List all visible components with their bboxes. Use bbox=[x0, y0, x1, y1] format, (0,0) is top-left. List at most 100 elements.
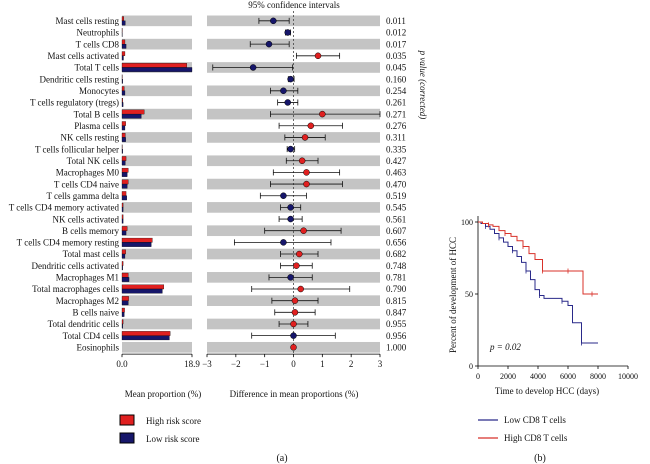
bar-row-band bbox=[122, 248, 192, 260]
legend-low-swatch bbox=[119, 432, 135, 444]
ci-point bbox=[284, 99, 291, 106]
mean-proportion-bars bbox=[121, 16, 193, 341]
bar-high-risk bbox=[121, 237, 153, 243]
p-value: 0.748 bbox=[386, 261, 407, 271]
bar-low-risk bbox=[121, 265, 123, 271]
bar-low-risk bbox=[121, 207, 124, 212]
ci-point bbox=[290, 320, 297, 328]
p-value: 0.012 bbox=[386, 28, 406, 38]
p-value: 0.955 bbox=[386, 319, 407, 329]
bar-low-risk bbox=[121, 300, 129, 306]
legend-low-cd8-label: Low CD8 T cells bbox=[504, 415, 566, 425]
ci-point bbox=[296, 250, 303, 258]
bar-low-risk bbox=[121, 137, 126, 142]
p-value: 0.271 bbox=[386, 109, 406, 119]
survival-plot: 0 2000 4000 6000 8000 10000 0 50 100 bbox=[461, 216, 638, 381]
km-curve-low-cd8 bbox=[478, 221, 598, 344]
p-value: 0.815 bbox=[386, 296, 407, 306]
category-label: Mast cells activated bbox=[48, 51, 120, 61]
bar-low-risk bbox=[121, 78, 123, 84]
legend-high-label: High risk score bbox=[146, 416, 201, 426]
category-label: Macrophages M0 bbox=[56, 168, 120, 178]
bar-low-risk bbox=[121, 90, 126, 96]
bar-row-band bbox=[122, 108, 192, 120]
ci-point bbox=[249, 64, 257, 71]
p-value: 0.427 bbox=[386, 156, 407, 166]
bar-high-risk bbox=[121, 63, 187, 68]
ci-point bbox=[270, 17, 277, 25]
bar-high-risk bbox=[121, 191, 127, 196]
bar-high-risk bbox=[121, 261, 124, 266]
km-x-tick-label: 2000 bbox=[500, 372, 516, 381]
bar-high-risk bbox=[121, 156, 127, 161]
category-label: Total T cells bbox=[74, 63, 119, 73]
bar-high-risk bbox=[121, 167, 129, 173]
bar-low-risk bbox=[121, 148, 123, 154]
ci-point bbox=[307, 122, 315, 130]
ci-x-tick-label: 1 bbox=[320, 359, 325, 369]
bar-high-risk bbox=[121, 319, 124, 325]
bar-low-risk bbox=[121, 335, 170, 341]
ci-x-tick-label: −1 bbox=[260, 359, 270, 369]
bar-row-band bbox=[122, 341, 192, 353]
category-label: NK cells resting bbox=[61, 133, 120, 143]
km-y-tick-label: 0 bbox=[469, 362, 473, 371]
bar-low-risk bbox=[121, 242, 152, 247]
category-label: T cells CD4 memory activated bbox=[9, 203, 120, 213]
bar-row-band bbox=[122, 155, 192, 167]
bar-low-risk bbox=[121, 323, 123, 329]
bar-low-risk bbox=[121, 55, 124, 61]
bar-high-risk bbox=[121, 51, 126, 56]
bar-low-risk bbox=[121, 113, 142, 119]
category-label: Total mast cells bbox=[63, 249, 120, 259]
bar-high-risk bbox=[121, 284, 165, 290]
bar-high-risk bbox=[121, 132, 126, 138]
bar-low-risk bbox=[121, 67, 193, 72]
category-label: Total dendritic cells bbox=[48, 319, 120, 329]
ci-point bbox=[319, 110, 326, 118]
ci-point bbox=[291, 297, 299, 304]
ci-point bbox=[293, 262, 300, 269]
km-curve-high-cd8 bbox=[478, 221, 598, 295]
bar-low-risk bbox=[121, 183, 128, 189]
p-value: 0.311 bbox=[386, 133, 406, 143]
bar-high-risk bbox=[121, 331, 171, 336]
bar-low-risk bbox=[121, 125, 126, 131]
p-value: 0.519 bbox=[386, 191, 407, 201]
legend-low-label: Low risk score bbox=[146, 434, 200, 444]
ci-x-tick-label: −3 bbox=[202, 359, 212, 369]
ci-point bbox=[287, 215, 294, 223]
p-value: 0.607 bbox=[386, 226, 407, 236]
category-label: Dendritic cells activated bbox=[32, 261, 120, 271]
p-value: 0.011 bbox=[386, 16, 406, 26]
bar-low-risk bbox=[121, 172, 128, 177]
legend-high-cd8-label: High CD8 T cells bbox=[504, 433, 568, 443]
p-value: 0.470 bbox=[386, 179, 407, 189]
category-label: B cells naive bbox=[73, 308, 120, 318]
ci-point bbox=[265, 40, 273, 48]
km-x-tick-label: 8000 bbox=[590, 372, 606, 381]
ci-point bbox=[301, 134, 309, 141]
km-y-tick-label: 100 bbox=[461, 218, 473, 227]
bar-x-tick-label: 0.0 bbox=[116, 359, 128, 369]
bar-row-band bbox=[122, 85, 192, 97]
ci-point bbox=[297, 285, 304, 293]
bar-high-risk bbox=[121, 39, 126, 45]
ci-point bbox=[284, 29, 291, 36]
km-ylabel: Percent of development of HCC bbox=[448, 237, 458, 353]
panel-label-b: (b) bbox=[534, 453, 546, 464]
ci-point bbox=[280, 87, 287, 95]
bar-high-risk bbox=[121, 98, 123, 103]
ci-x-tick-label: −2 bbox=[231, 359, 241, 369]
ci-point bbox=[287, 145, 294, 153]
p-value: 0.254 bbox=[386, 86, 407, 96]
p-value: 0.463 bbox=[386, 168, 407, 178]
confidence-interval-plot bbox=[212, 11, 381, 354]
category-label: Total macrophages cells bbox=[32, 284, 119, 294]
ci-point bbox=[303, 169, 310, 176]
category-label: Neutrophils bbox=[77, 28, 120, 38]
km-x-tick-label: 4000 bbox=[530, 372, 546, 381]
category-label: Mast cells resting bbox=[56, 16, 120, 26]
category-label: NK cells activated bbox=[53, 214, 120, 224]
